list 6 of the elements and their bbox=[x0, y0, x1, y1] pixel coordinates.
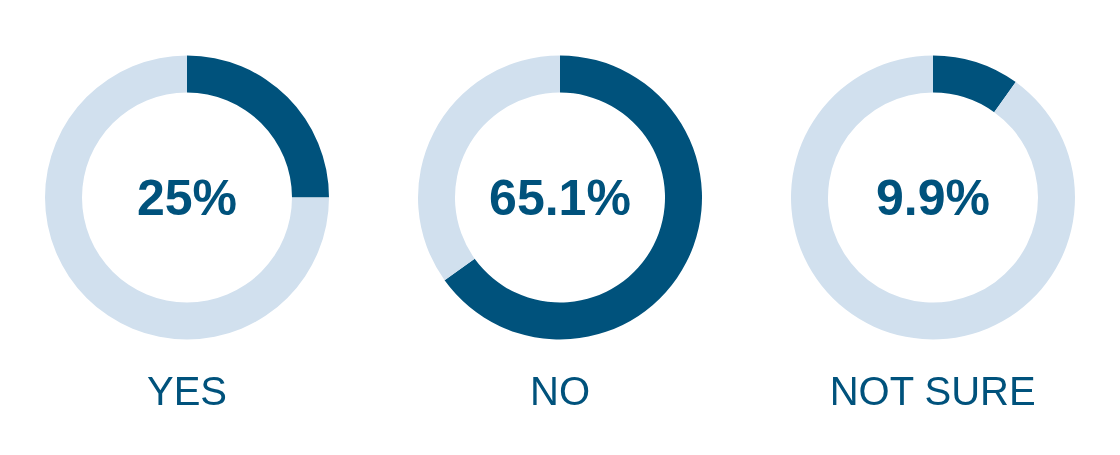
data-label: 9.9% bbox=[876, 169, 990, 226]
data-label: 25% bbox=[136, 169, 238, 226]
data-label: 65.1% bbox=[489, 169, 631, 226]
text: NOT SURE bbox=[829, 368, 1036, 413]
text: NO bbox=[530, 368, 590, 413]
text: YES bbox=[146, 368, 228, 413]
